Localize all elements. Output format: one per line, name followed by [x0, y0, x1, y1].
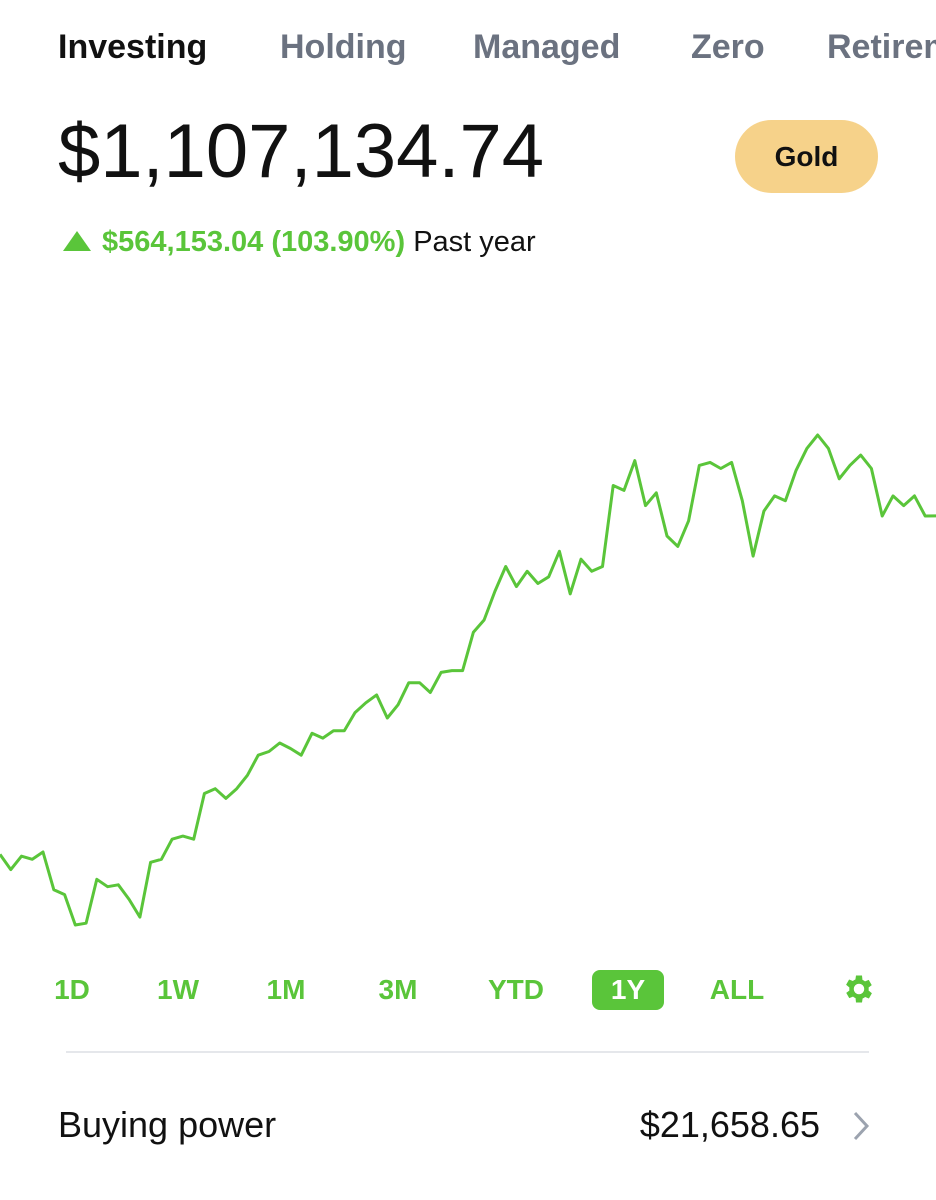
change-row: $564,153.04 (103.90%) Past year — [62, 226, 536, 259]
period: Past year — [413, 226, 536, 258]
buying-power-label: Buying power — [58, 1104, 277, 1145]
tab[interactable]: Investing — [58, 28, 208, 66]
divider — [66, 1051, 869, 1053]
range-button[interactable]: 1Y — [592, 970, 664, 1010]
tab[interactable]: Managed — [473, 28, 621, 66]
tab[interactable]: Holding — [280, 28, 407, 66]
tab[interactable]: Retirement — [827, 28, 936, 66]
chevron[interactable] — [850, 1110, 872, 1142]
tab[interactable]: Zero — [691, 28, 765, 66]
range-button[interactable]: 1M — [266, 974, 306, 1005]
change: $564,153.04 (103.90%) — [102, 226, 406, 258]
range-button[interactable]: YTD — [488, 974, 544, 1005]
settings-icon[interactable] — [841, 971, 877, 1007]
range-button[interactable]: 1W — [157, 974, 199, 1005]
range-button[interactable]: ALL — [709, 974, 765, 1005]
buying-power-value: $21,658.65 — [639, 1104, 820, 1145]
balance: $1,107,134.74 — [58, 109, 545, 194]
up-arrow — [63, 231, 91, 251]
gold-badge[interactable]: Gold — [735, 120, 878, 193]
portfolio-line — [0, 433, 936, 927]
range-button[interactable]: 1D — [54, 974, 90, 1005]
range-button[interactable]: 3M — [378, 974, 418, 1005]
